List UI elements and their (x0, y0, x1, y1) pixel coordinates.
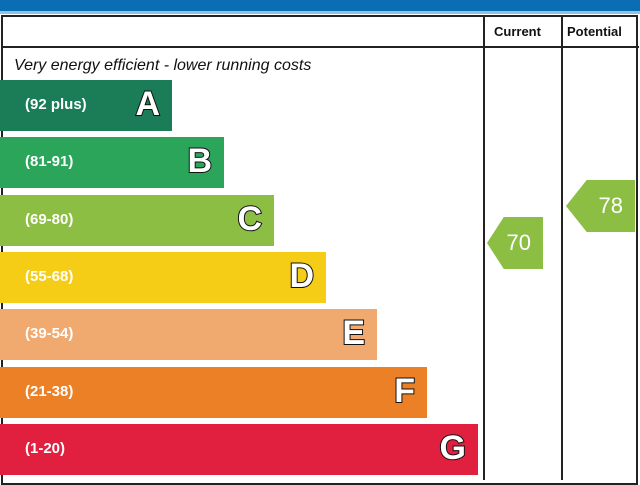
band-letter: A (134, 84, 161, 124)
current-column-header: Current (494, 24, 541, 39)
band-range: (81-91) (25, 153, 74, 171)
band-bar-d: (55-68) D (0, 251, 326, 303)
band-bar-g: (1-20) G (0, 423, 478, 475)
band-bar-c: (69-80) C (0, 194, 274, 246)
band-letter: D (288, 256, 315, 296)
band-range: (69-80) (25, 210, 74, 228)
band-bar-a: (92 plus) A (0, 80, 172, 131)
band-letter: C (236, 199, 263, 239)
band-letter: E (341, 313, 366, 353)
band-range: (21-38) (25, 382, 74, 400)
current-rating-value: 70 (506, 230, 531, 255)
band-range: (39-54) (25, 325, 74, 343)
efficiency-note: Very energy efficient - lower running co… (14, 57, 312, 74)
band-letter: G (439, 428, 467, 468)
column-divider (561, 15, 563, 480)
band-letter: B (186, 141, 213, 181)
header-divider (1, 46, 639, 48)
potential-column-header: Potential (567, 24, 622, 39)
column-divider (483, 15, 485, 480)
band-range: (55-68) (25, 267, 74, 285)
band-bar-e: (39-54) E (0, 309, 377, 361)
potential-rating-value: 78 (598, 193, 623, 218)
band-bar-f: (21-38) F (0, 366, 427, 418)
band-range: (1-20) (25, 439, 66, 457)
potential-rating-arrow: 78 (566, 180, 635, 232)
band-range: (92 plus) (25, 96, 87, 113)
title-bar (0, 0, 640, 11)
band-letter: F (393, 371, 416, 411)
title-underline (0, 11, 640, 14)
band-bar-b: (81-91) B (0, 137, 224, 189)
